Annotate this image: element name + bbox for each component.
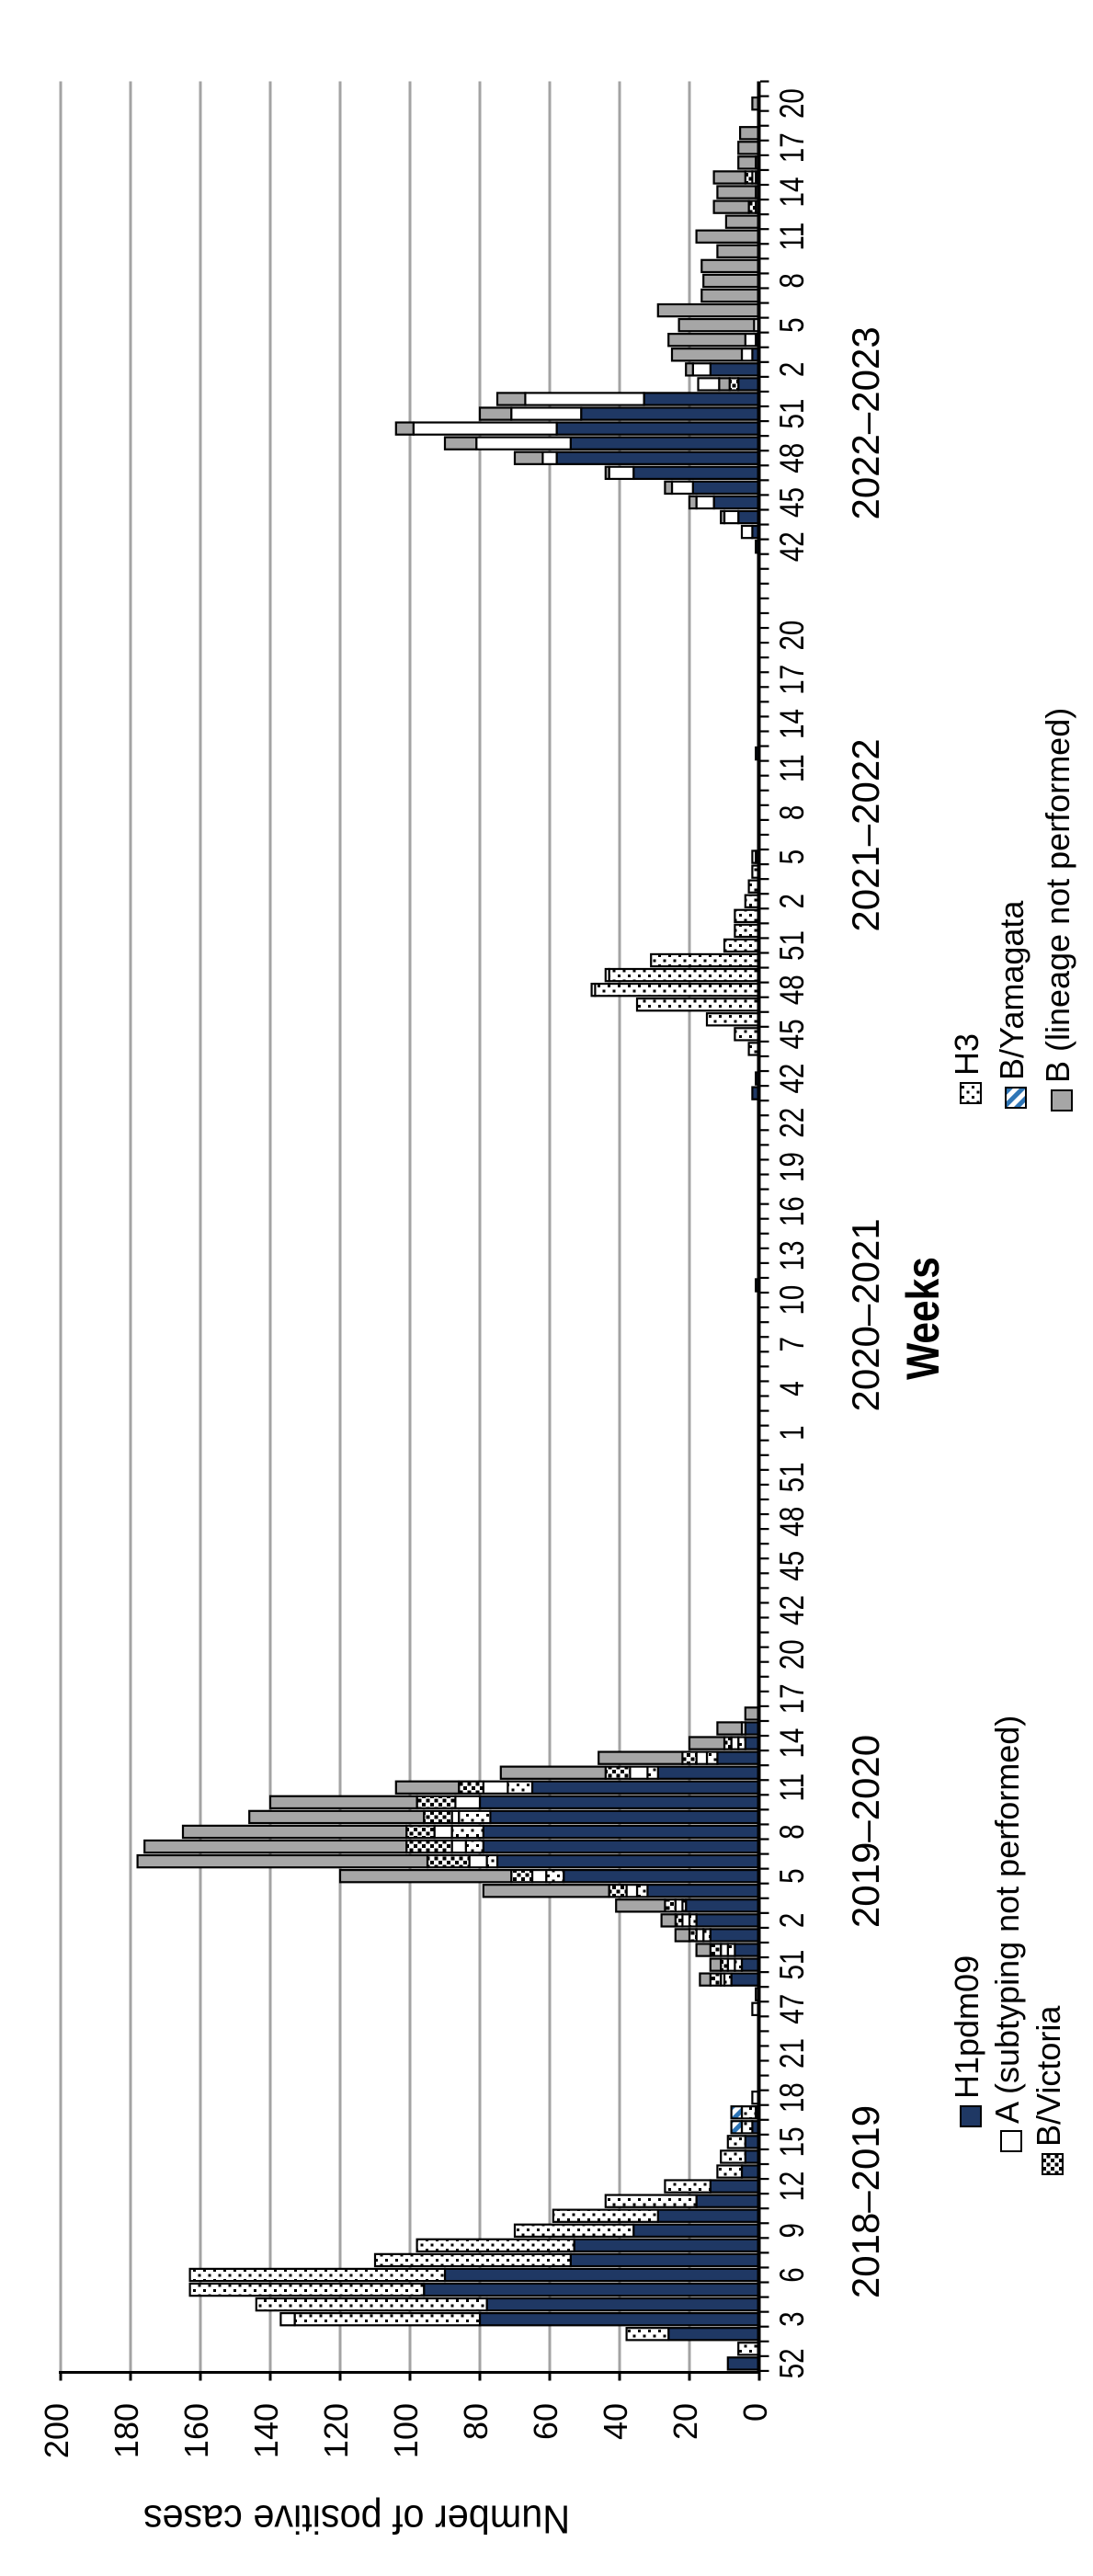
svg-text:140: 140: [247, 2403, 285, 2458]
svg-text:0: 0: [736, 2403, 774, 2422]
svg-text:20: 20: [774, 1639, 812, 1670]
svg-text:21: 21: [774, 2038, 812, 2069]
svg-text:A (subtyping not performed): A (subtyping not performed): [988, 1715, 1026, 2124]
svg-text:45: 45: [774, 1551, 812, 1581]
svg-text:2018–2019: 2018–2019: [844, 2105, 887, 2298]
svg-text:Weeks: Weeks: [897, 1257, 949, 1380]
svg-text:19: 19: [774, 1152, 812, 1182]
svg-text:15: 15: [774, 2126, 812, 2157]
svg-text:2: 2: [774, 362, 812, 377]
svg-text:42: 42: [774, 1064, 812, 1094]
svg-text:12: 12: [774, 2171, 812, 2202]
svg-text:51: 51: [774, 930, 812, 961]
svg-text:51: 51: [774, 399, 812, 429]
svg-text:51: 51: [774, 1950, 812, 1980]
svg-text:H3: H3: [948, 1033, 985, 1076]
svg-text:20: 20: [666, 2403, 704, 2440]
svg-text:47: 47: [774, 1994, 812, 2024]
svg-text:8: 8: [774, 805, 812, 820]
svg-text:2020–2021: 2020–2021: [844, 1218, 887, 1411]
svg-text:1: 1: [774, 1425, 812, 1440]
svg-text:42: 42: [774, 1595, 812, 1625]
svg-text:18: 18: [774, 2082, 812, 2113]
svg-text:13: 13: [774, 1240, 812, 1271]
svg-text:7: 7: [774, 1337, 812, 1351]
svg-text:H1pdm09: H1pdm09: [948, 1955, 985, 2099]
svg-text:11: 11: [774, 1773, 812, 1802]
svg-text:2: 2: [774, 894, 812, 908]
svg-text:48: 48: [774, 1507, 812, 1537]
svg-text:9: 9: [774, 2223, 812, 2238]
svg-text:2022–2023: 2022–2023: [844, 326, 887, 519]
svg-text:4: 4: [774, 1381, 812, 1396]
svg-text:11: 11: [774, 222, 812, 251]
svg-text:45: 45: [774, 487, 812, 518]
svg-text:B/Yamagata: B/Yamagata: [993, 900, 1030, 1080]
svg-text:5: 5: [774, 317, 812, 332]
svg-text:17: 17: [774, 132, 812, 163]
svg-text:10: 10: [774, 1285, 812, 1316]
svg-text:20: 20: [774, 621, 812, 651]
svg-text:14: 14: [774, 709, 812, 739]
svg-text:17: 17: [774, 665, 812, 695]
svg-text:6: 6: [774, 2267, 812, 2282]
svg-text:2: 2: [774, 1913, 812, 1928]
svg-text:B (lineage not performed): B (lineage not performed): [1039, 708, 1076, 1083]
svg-text:60: 60: [527, 2403, 564, 2440]
svg-text:3: 3: [774, 2311, 812, 2326]
svg-text:80: 80: [457, 2403, 495, 2440]
svg-text:14: 14: [774, 177, 812, 208]
svg-text:48: 48: [774, 443, 812, 473]
svg-text:200: 200: [38, 2403, 75, 2458]
svg-text:B/Victoria: B/Victoria: [1030, 2005, 1067, 2147]
svg-text:5: 5: [774, 849, 812, 864]
svg-text:16: 16: [774, 1196, 812, 1226]
svg-text:8: 8: [774, 273, 812, 288]
svg-text:20: 20: [774, 88, 812, 119]
svg-text:8: 8: [774, 1824, 812, 1839]
svg-text:2021–2022: 2021–2022: [844, 738, 887, 931]
svg-text:11: 11: [774, 754, 812, 782]
svg-text:17: 17: [774, 1683, 812, 1714]
svg-text:160: 160: [177, 2403, 215, 2458]
svg-text:40: 40: [597, 2403, 634, 2440]
svg-text:52: 52: [774, 2348, 812, 2378]
svg-text:180: 180: [108, 2403, 145, 2458]
svg-text:Number of positive cases: Number of positive cases: [143, 2496, 570, 2541]
svg-text:42: 42: [774, 531, 812, 562]
svg-text:51: 51: [774, 1462, 812, 1492]
svg-text:2019–2020: 2019–2020: [844, 1735, 887, 1928]
svg-text:14: 14: [774, 1728, 812, 1759]
svg-text:45: 45: [774, 1019, 812, 1049]
svg-text:48: 48: [774, 975, 812, 1005]
svg-text:100: 100: [387, 2403, 425, 2458]
svg-text:5: 5: [774, 1868, 812, 1883]
svg-text:120: 120: [317, 2403, 355, 2458]
svg-text:22: 22: [774, 1108, 812, 1138]
